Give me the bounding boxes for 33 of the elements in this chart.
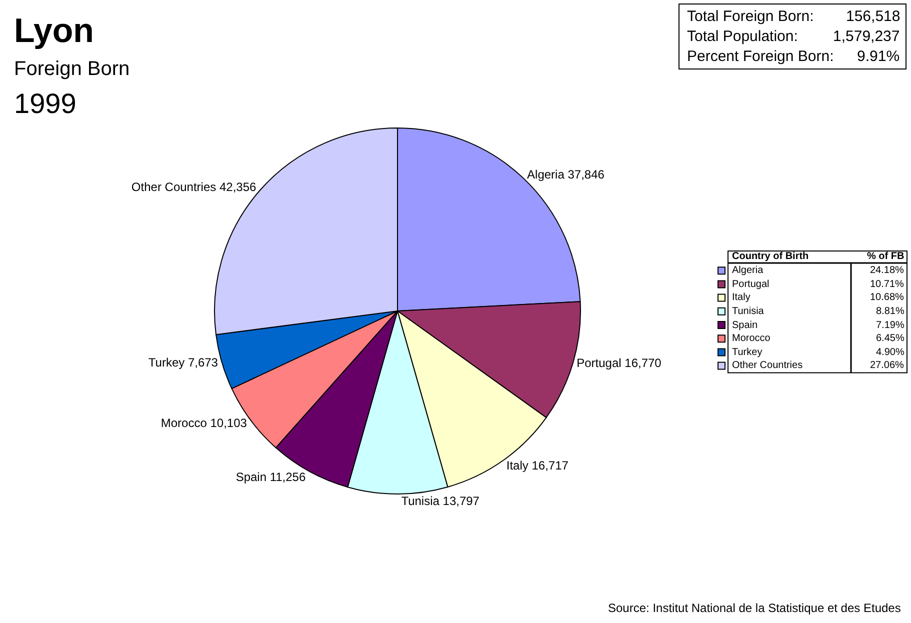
category-label: Tunisia 13,797: [401, 494, 480, 508]
text: 6.45%: [876, 333, 904, 344]
text: 10.68%: [870, 292, 904, 303]
text: Country of Birth: [732, 251, 809, 262]
text: % of FB: [867, 251, 904, 262]
chart-title: Lyon: [14, 12, 94, 50]
text: Percent Foreign Born: 9.91%: [687, 48, 900, 65]
category-label: Italy 16,717: [506, 458, 568, 472]
category-label: Portugal 16,770: [576, 356, 662, 370]
category-label: Turkey 7,673: [148, 356, 218, 370]
legend-label: Algeria: [732, 265, 764, 276]
text: 7.19%: [876, 320, 904, 331]
legend-label: Italy: [732, 292, 750, 303]
source-note: Source: Institut National de la Statistique et des Etudes: [608, 601, 901, 615]
text: 4.90%: [876, 347, 904, 358]
legend-label: Morocco: [732, 333, 771, 344]
legend-label: Spain: [732, 320, 758, 331]
category-label: Spain 11,256: [236, 470, 306, 484]
text: 1999: [14, 88, 76, 119]
text: 10.71%: [870, 279, 904, 290]
category-label: Algeria 37,846: [527, 168, 604, 182]
text: 24.18%: [870, 265, 904, 276]
text: Total Population: 1,579,237: [687, 28, 900, 45]
legend-label: Other Countries: [732, 360, 803, 371]
category-label: Other Countries 42,356: [131, 180, 256, 194]
chart-subtitle: Foreign Born: [14, 58, 130, 80]
text: Total Foreign Born: 156,518: [687, 8, 900, 25]
text: 8.81%: [876, 306, 904, 317]
legend-label: Tunisia: [732, 306, 764, 317]
text: 27.06%: [870, 360, 904, 371]
legend-label: Turkey: [732, 347, 762, 358]
legend-label: Portugal: [732, 279, 770, 290]
category-label: Morocco 10,103: [160, 416, 247, 430]
